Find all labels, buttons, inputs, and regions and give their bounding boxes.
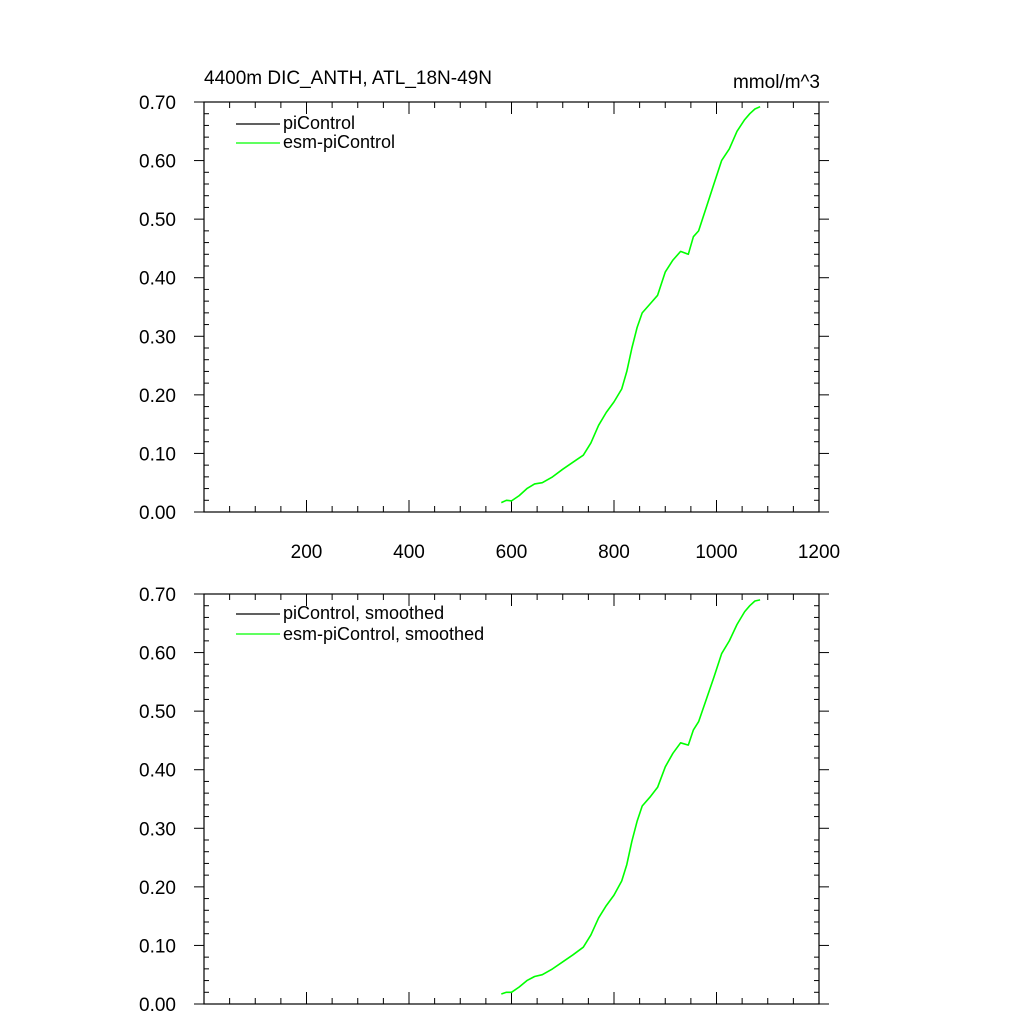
y-tick-label: 0.20 [139, 386, 176, 407]
plot-frame [203, 593, 820, 1005]
x-tick-label: 400 [393, 542, 425, 563]
y-tick-label: 0.70 [139, 93, 176, 114]
series-lines [500, 105, 761, 504]
y-tick-label: 0.40 [139, 269, 176, 290]
legend-label-esm-picontrol: esm-piControl [283, 132, 395, 152]
series-lines [501, 599, 761, 995]
top-panel: 4400m DIC_ANTH, ATL_18N-49N mmol/m^3 0.0… [139, 68, 840, 563]
y-tick-labels: 0.00 0.10 0.20 0.30 0.40 0.50 0.60 0.70 [139, 585, 176, 1016]
legend-label-picontrol: piControl [283, 113, 355, 133]
y-tick-label: 0.50 [139, 210, 176, 231]
axis-ticks [194, 593, 829, 1005]
y-tick-label: 0.60 [139, 644, 176, 665]
x-tick-label: 1000 [695, 542, 737, 563]
legend: piControl, smoothed esm-piControl, smoot… [236, 603, 484, 644]
y-tick-label: 0.10 [139, 444, 176, 465]
series-line-1 [501, 599, 761, 995]
units-label: mmol/m^3 [733, 72, 820, 93]
y-tick-label: 0.00 [139, 995, 176, 1016]
series-line-1 [500, 105, 761, 504]
x-tick-label: 1200 [798, 542, 840, 563]
y-tick-label: 0.50 [139, 702, 176, 723]
x-tick-label: 800 [598, 542, 630, 563]
y-tick-label: 0.40 [139, 761, 176, 782]
chart-title: 4400m DIC_ANTH, ATL_18N-49N [204, 68, 492, 89]
y-tick-label: 0.00 [139, 503, 176, 524]
x-tick-label: 200 [291, 542, 323, 563]
plot-frame [203, 101, 820, 513]
y-tick-label: 0.70 [139, 585, 176, 606]
x-tick-labels: 200 400 600 800 1000 1200 [291, 542, 840, 563]
legend: piControl esm-piControl [236, 113, 395, 152]
y-tick-label: 0.60 [139, 152, 176, 173]
y-tick-label: 0.30 [139, 327, 176, 348]
y-tick-labels: 0.00 0.10 0.20 0.30 0.40 0.50 0.60 0.70 [139, 93, 176, 524]
legend-label-esm-picontrol-smoothed: esm-piControl, smoothed [283, 624, 484, 644]
y-tick-label: 0.20 [139, 878, 176, 899]
legend-label-picontrol-smoothed: piControl, smoothed [283, 603, 444, 623]
axis-ticks [194, 101, 829, 513]
x-tick-label: 600 [496, 542, 528, 563]
y-tick-label: 0.30 [139, 819, 176, 840]
y-tick-label: 0.10 [139, 936, 176, 957]
bottom-panel: 0.00 0.10 0.20 0.30 0.40 0.50 0.60 0.70 piContr… [139, 585, 829, 1016]
